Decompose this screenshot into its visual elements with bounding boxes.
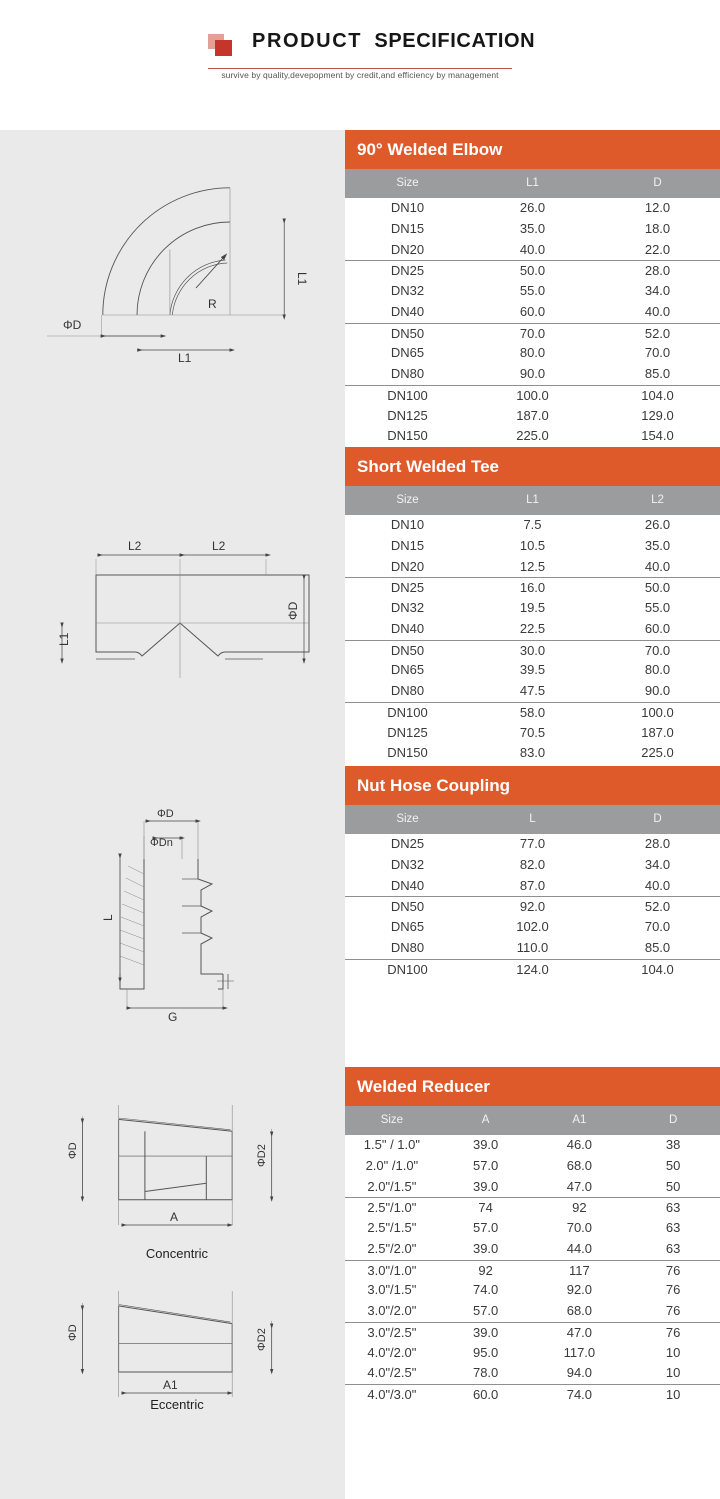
svg-text:ΦD: ΦD (157, 808, 174, 820)
svg-text:ΦD: ΦD (67, 1324, 79, 1341)
svg-text:ΦD2: ΦD2 (256, 1144, 268, 1167)
svg-text:ΦD: ΦD (286, 601, 300, 620)
svg-text:L1: L1 (57, 632, 71, 646)
svg-text:Concentric: Concentric (146, 1246, 209, 1261)
svg-text:Eccentric: Eccentric (150, 1397, 204, 1412)
svg-text:ΦD: ΦD (63, 318, 82, 332)
svg-text:ΦD: ΦD (67, 1142, 79, 1159)
svg-text:L2: L2 (212, 539, 226, 553)
svg-text:A1: A1 (163, 1378, 178, 1392)
svg-text:L: L (101, 914, 115, 921)
svg-text:G: G (168, 1010, 177, 1024)
svg-text:L1: L1 (178, 351, 192, 365)
svg-text:ΦDn: ΦDn (150, 837, 173, 849)
svg-text:A: A (170, 1210, 178, 1224)
svg-text:R: R (208, 297, 217, 311)
svg-text:L1: L1 (295, 272, 309, 286)
svg-text:L2: L2 (128, 539, 142, 553)
svg-text:ΦD2: ΦD2 (256, 1328, 268, 1351)
